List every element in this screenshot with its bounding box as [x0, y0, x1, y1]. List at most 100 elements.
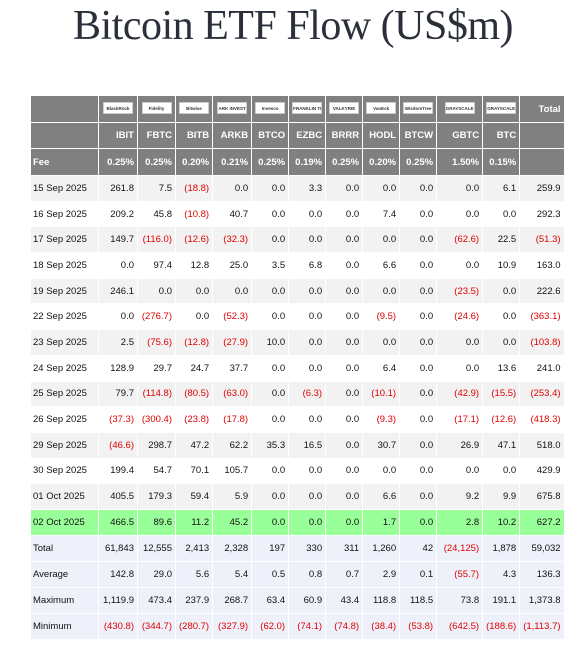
flow-value: (6.3): [288, 380, 327, 408]
flow-value: 89.6: [137, 508, 176, 536]
summary-value: (74.8): [325, 612, 364, 640]
flow-value: 47.1: [482, 431, 521, 459]
flow-value: 518.0: [519, 431, 565, 459]
flow-value: 0.0: [399, 380, 438, 408]
flow-value: 3.5: [251, 252, 290, 279]
flow-value: (12.8): [174, 329, 214, 356]
flow-value: 97.4: [137, 252, 176, 279]
flow-value: 0.0: [399, 277, 438, 305]
summary-value: 473.4: [137, 586, 176, 614]
flow-value: 0.0: [98, 303, 138, 331]
flow-value: 0.0: [251, 380, 290, 408]
flow-value: 0.0: [482, 200, 521, 228]
fee-value: 0.25%: [137, 148, 176, 176]
flow-value: 0.0: [137, 277, 176, 305]
fee-value: 1.50%: [436, 148, 484, 176]
summary-value: 118.5: [399, 586, 438, 614]
flow-value: (37.3): [98, 406, 138, 433]
summary-value: 237.9: [174, 586, 214, 614]
flow-value: (10.8): [174, 200, 214, 228]
flow-value: 0.0: [399, 457, 438, 485]
data-row: 30 Sep 2025 199.4 54.7 70.1 105.7 0.0 0.0 0.0 0.…: [30, 457, 565, 485]
date: 23 Sep 2025: [30, 329, 99, 356]
flow-value: 0.0: [288, 329, 327, 356]
flow-value: 10.0: [251, 329, 290, 356]
flow-value: 0.0: [362, 329, 401, 356]
summary-label: Total: [30, 534, 99, 562]
flow-value: (62.6): [436, 226, 484, 254]
flow-value: 0.0: [288, 406, 327, 433]
flow-value: 0.0: [288, 483, 327, 510]
flow-value: 10.9: [482, 252, 521, 279]
flow-value: 0.0: [288, 354, 327, 382]
flow-value: (114.8): [137, 380, 176, 408]
flow-value: 292.3: [519, 200, 565, 228]
flow-value: (17.1): [436, 406, 484, 433]
data-row: 29 Sep 2025 (46.6) 298.7 47.2 62.2 35.3 16.5 0.…: [30, 431, 565, 459]
flow-value: 6.4: [362, 354, 401, 382]
flow-value: 0.0: [482, 329, 521, 356]
flow-value: 35.3: [251, 431, 290, 459]
ticker: IBIT: [98, 122, 138, 149]
summary-value: 61,843: [98, 534, 138, 562]
logo-cell: FRANKLIN TEMPLETON: [288, 95, 327, 123]
flow-value: (363.1): [519, 303, 565, 331]
summary-value: 5.6: [174, 560, 214, 588]
summary-value: 0.8: [288, 560, 327, 588]
data-row: 02 Oct 2025 466.5 89.6 11.2 45.2 0.0 0.0 0.0 1.7…: [30, 508, 565, 536]
flow-value: 0.0: [399, 406, 438, 433]
flow-value: 0.0: [251, 406, 290, 433]
etf-flow-table: BlackRock Fidelity Bitwise ARK INVEST Invesc…: [30, 95, 565, 640]
flow-value: (9.5): [362, 303, 401, 331]
date: 16 Sep 2025: [30, 200, 99, 228]
flow-value: 0.0: [251, 175, 290, 202]
flow-value: 0.0: [482, 277, 521, 305]
summary-row: Total 61,843 12,555 2,413 2,328 197 330 311 1,26…: [30, 534, 565, 562]
summary-value: 4.3: [482, 560, 521, 588]
flow-value: (24.6): [436, 303, 484, 331]
summary-value: (344.7): [137, 612, 176, 640]
flow-value: 16.5: [288, 431, 327, 459]
flow-value: 6.6: [362, 483, 401, 510]
summary-value: 0.7: [325, 560, 364, 588]
date: 22 Sep 2025: [30, 303, 99, 331]
data-row: 18 Sep 2025 0.0 97.4 12.8 25.0 3.5 6.8 0.0 6.6 0.…: [30, 252, 565, 279]
data-row: 15 Sep 2025 261.8 7.5 (18.8) 0.0 0.0 3.3 0.0 0.0…: [30, 175, 565, 202]
flow-value: (75.6): [137, 329, 176, 356]
logo-cell: Fidelity: [137, 95, 176, 123]
flow-value: 0.0: [325, 431, 364, 459]
date: 25 Sep 2025: [30, 380, 99, 408]
date: 01 Oct 2025: [30, 483, 99, 510]
flow-value: 0.0: [399, 508, 438, 536]
ticker: BTCW: [399, 122, 438, 149]
flow-value: 0.0: [362, 175, 401, 202]
flow-value: (27.9): [212, 329, 253, 356]
data-row: 19 Sep 2025 246.1 0.0 0.0 0.0 0.0 0.0 0.0 0.0 0.0…: [30, 277, 565, 305]
flow-value: 128.9: [98, 354, 138, 382]
data-row: 23 Sep 2025 2.5 (75.6) (12.8) (27.9) 10.0 0.0 0…: [30, 329, 565, 356]
flow-value: (18.8): [174, 175, 214, 202]
flow-value: 0.0: [251, 354, 290, 382]
fund-logo: WisdomTree: [403, 101, 434, 114]
flow-value: 0.0: [362, 226, 401, 254]
flow-value: (52.3): [212, 303, 253, 331]
summary-value: 197: [251, 534, 290, 562]
flow-value: 0.0: [251, 303, 290, 331]
fund-logo: BlackRock: [103, 101, 133, 114]
flow-value: 0.0: [436, 354, 484, 382]
flow-value: (9.3): [362, 406, 401, 433]
summary-value: 12,555: [137, 534, 176, 562]
flow-value: 6.8: [288, 252, 327, 279]
flow-value: 0.0: [288, 277, 327, 305]
logo-cell: Bitwise: [174, 95, 214, 123]
flow-value: 5.9: [212, 483, 253, 510]
summary-value: (74.1): [288, 612, 327, 640]
ticker: BITB: [174, 122, 214, 149]
ticker: FBTC: [137, 122, 176, 149]
flow-value: 45.8: [137, 200, 176, 228]
ticker: BTCO: [251, 122, 290, 149]
logo-cell: GRAYSCALE: [482, 95, 521, 123]
flow-value: 11.2: [174, 508, 214, 536]
summary-value: 5.4: [212, 560, 253, 588]
flow-value: 0.0: [325, 483, 364, 510]
